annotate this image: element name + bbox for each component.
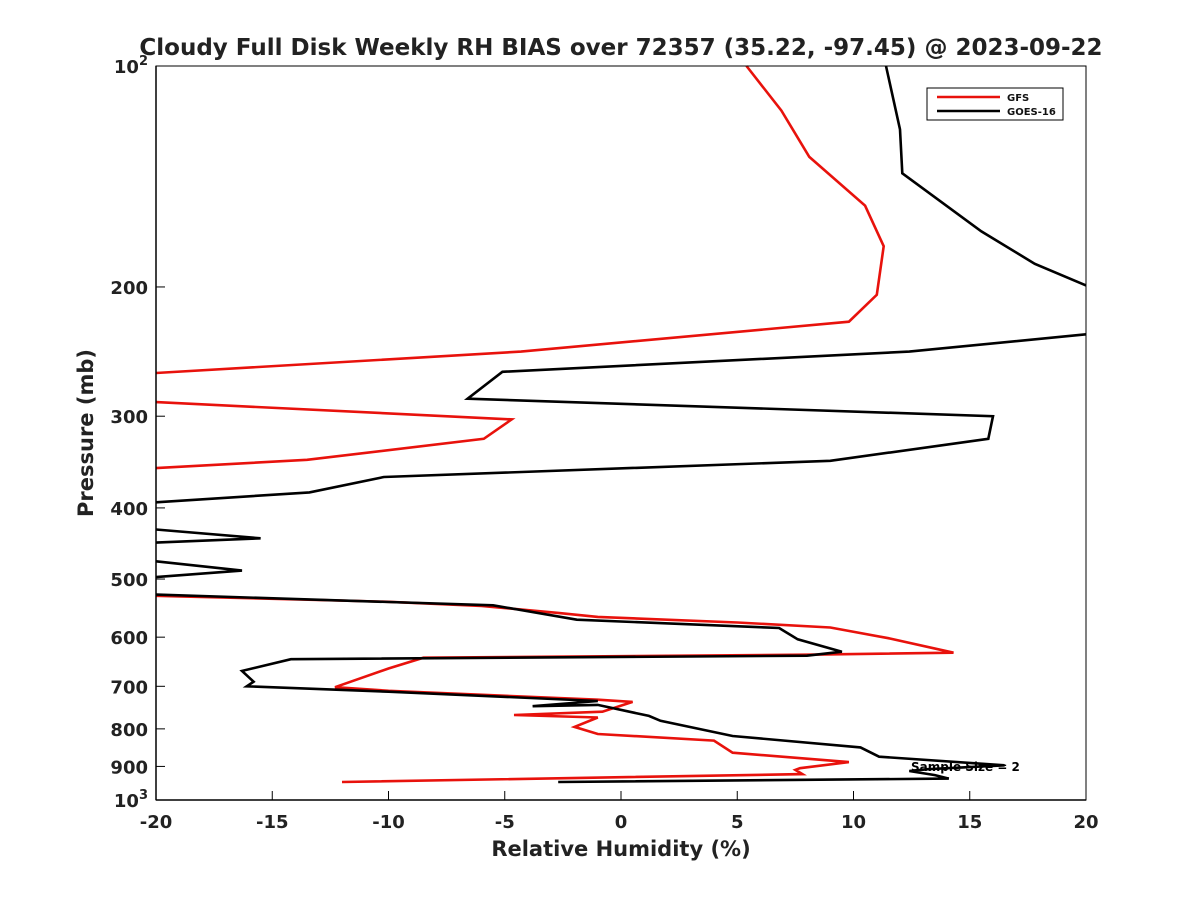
- series-line-goes16-segment-4: [155, 560, 243, 579]
- x-tick-label: 5: [731, 812, 744, 833]
- sample-size-annotation: Sample Size = 2: [911, 760, 1020, 774]
- x-tick-label: -20: [140, 812, 173, 833]
- series-line-gfs-segment-3: [155, 594, 954, 784]
- y-tick-label: 500: [110, 570, 148, 591]
- x-tick-layer: -20 -15 -10 -5 0 5 10 15 20: [140, 791, 1099, 833]
- y-tick-label: 300: [110, 407, 148, 428]
- series-line-gfs-segment-1: [155, 65, 886, 375]
- legend-box: [926, 87, 1064, 121]
- legend-label-gfs: GFS: [1007, 93, 1029, 104]
- y-tick-label: 103: [114, 788, 148, 812]
- y-axis-label: Pressure (mb): [74, 349, 98, 517]
- series-line-gfs-segment-2: [155, 400, 516, 470]
- series-line-goes16-segment-3: [155, 528, 261, 544]
- series-line-goes16-segment-2: [155, 333, 1087, 504]
- y-tick-label: 102: [114, 54, 148, 78]
- y-tick-label: 700: [110, 677, 148, 698]
- legend-label-goes16: GOES-16: [1007, 107, 1056, 118]
- chart-title: Cloudy Full Disk Weekly RH BIAS over 723…: [139, 35, 1102, 61]
- x-tick-label: 10: [841, 812, 866, 833]
- x-tick-label: -15: [256, 812, 289, 833]
- series-line-goes16-segment-5: [155, 593, 1005, 784]
- x-tick-label: -5: [495, 812, 515, 833]
- x-tick-label: 20: [1073, 812, 1098, 833]
- y-tick-label: 400: [110, 499, 148, 520]
- legend: GFS GOES-16: [926, 87, 1064, 121]
- y-tick-layer: 102 200 300 400 500 600 700 800 900 103: [110, 54, 165, 812]
- x-tick-label: 0: [615, 812, 628, 833]
- y-tick-label: 200: [110, 278, 148, 299]
- x-tick-label: -10: [372, 812, 405, 833]
- series-layer: [155, 65, 1087, 784]
- plot-area-frame: [155, 65, 1087, 801]
- x-axis-label: Relative Humidity (%): [491, 837, 750, 861]
- y-tick-label: 600: [110, 628, 148, 649]
- y-tick-label: 900: [110, 757, 148, 778]
- y-tick-label: 800: [110, 720, 148, 741]
- series-line-goes16-segment-1: [884, 65, 1087, 287]
- x-tick-label: 15: [957, 812, 982, 833]
